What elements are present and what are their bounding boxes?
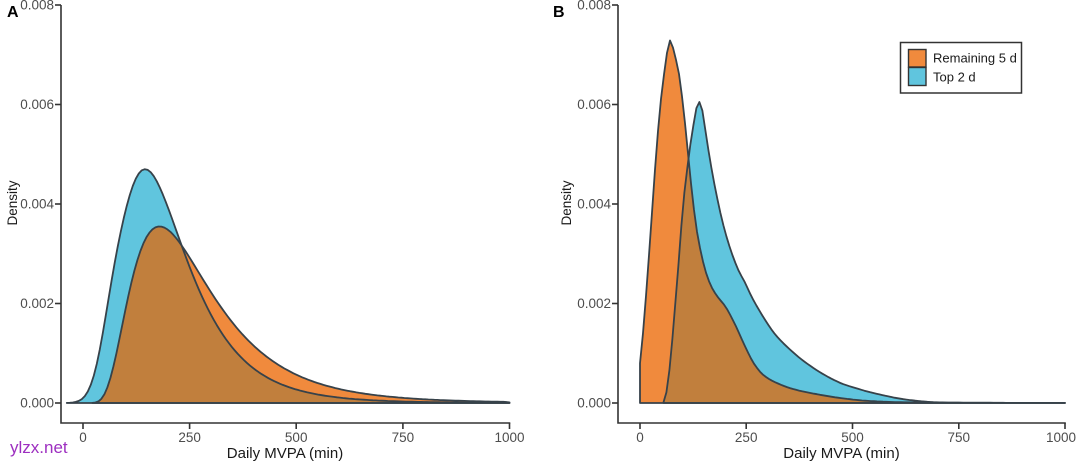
svg-text:Daily MVPA (min): Daily MVPA (min) xyxy=(783,445,899,462)
svg-text:250: 250 xyxy=(735,430,758,445)
svg-text:0.004: 0.004 xyxy=(577,197,611,212)
svg-text:250: 250 xyxy=(178,430,201,445)
svg-text:750: 750 xyxy=(392,430,415,445)
svg-text:0: 0 xyxy=(79,430,87,445)
svg-text:0.000: 0.000 xyxy=(20,396,54,411)
svg-text:Density: Density xyxy=(5,180,20,225)
svg-text:500: 500 xyxy=(285,430,308,445)
svg-text:0.008: 0.008 xyxy=(20,0,54,13)
svg-text:Daily MVPA (min): Daily MVPA (min) xyxy=(227,445,343,462)
svg-text:0.006: 0.006 xyxy=(577,97,611,112)
svg-text:0.008: 0.008 xyxy=(577,0,611,13)
svg-text:0: 0 xyxy=(636,430,644,445)
svg-text:B: B xyxy=(553,4,565,21)
svg-text:Density: Density xyxy=(559,180,574,225)
svg-text:Top 2 d: Top 2 d xyxy=(933,70,976,85)
svg-text:Remaining 5 d: Remaining 5 d xyxy=(933,51,1017,66)
svg-text:1000: 1000 xyxy=(494,430,524,445)
svg-text:0.004: 0.004 xyxy=(20,197,54,212)
svg-text:0.006: 0.006 xyxy=(20,97,54,112)
svg-text:A: A xyxy=(7,4,19,21)
svg-text:1000: 1000 xyxy=(1046,430,1076,445)
svg-text:0.002: 0.002 xyxy=(20,296,54,311)
svg-text:500: 500 xyxy=(841,430,864,445)
svg-text:0.002: 0.002 xyxy=(577,296,611,311)
svg-text:0.000: 0.000 xyxy=(577,396,611,411)
svg-text:750: 750 xyxy=(948,430,971,445)
svg-text:ylzx.net: ylzx.net xyxy=(10,438,68,457)
